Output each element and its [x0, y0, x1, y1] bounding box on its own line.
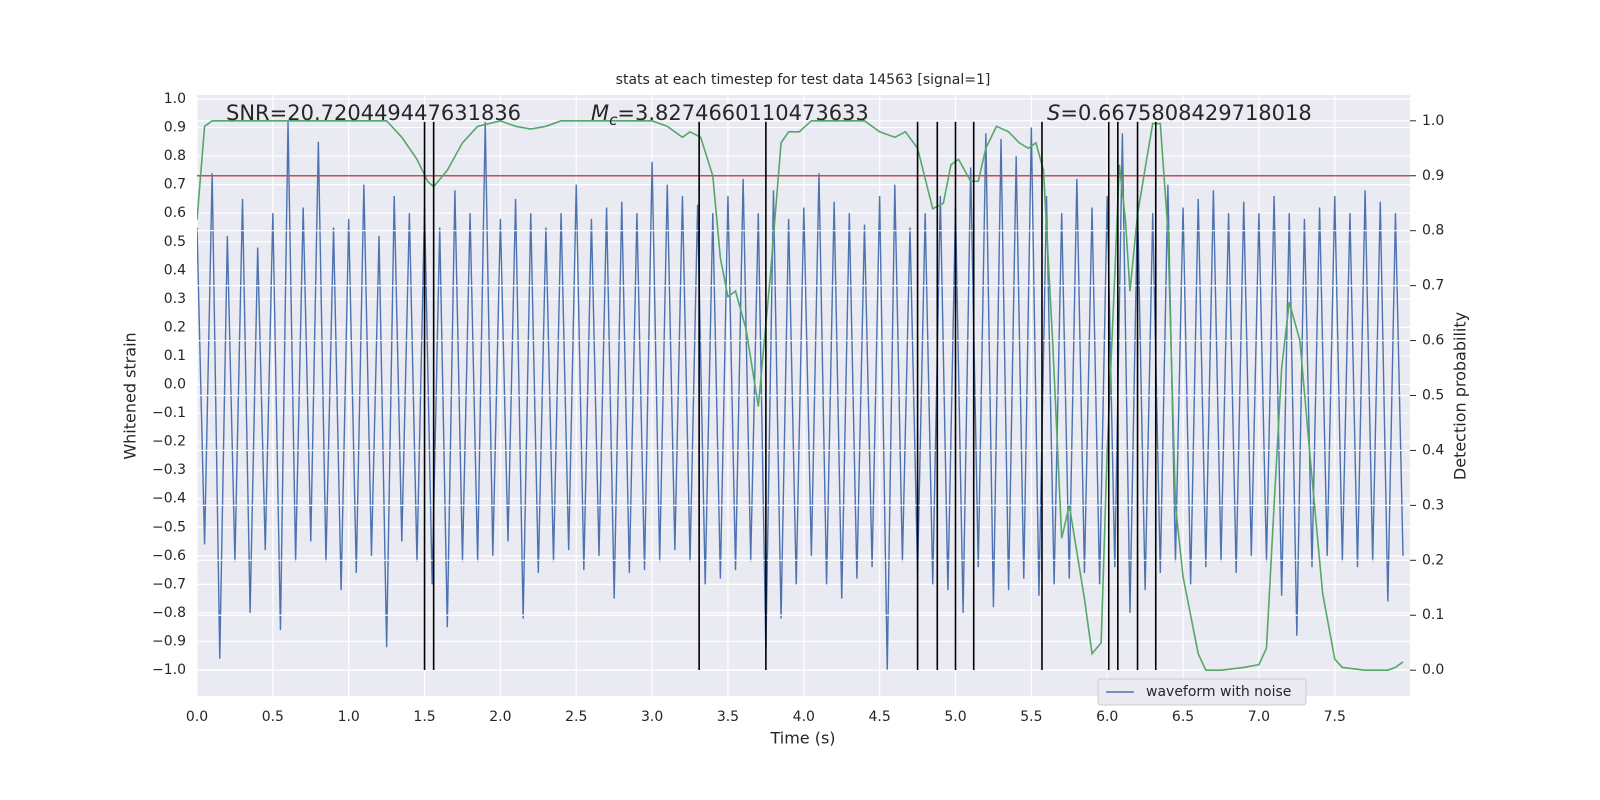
chart-title: stats at each timestep for test data 145…: [616, 72, 991, 88]
y-tick-label: 0.2: [164, 319, 186, 335]
x-tick-label: 7.0: [1248, 709, 1270, 725]
y-tick-label: 1.0: [164, 91, 186, 107]
y-axis-label: Whitened strain: [121, 332, 140, 459]
x-tick-label: 6.5: [1172, 709, 1194, 725]
x-tick-label: 0.0: [186, 709, 208, 725]
x-tick-label: 2.5: [565, 709, 587, 725]
y2-tick-label: 0.0: [1422, 662, 1444, 678]
y-tick-label: −1.0: [152, 662, 186, 678]
x-tick-label: 5.5: [1020, 709, 1042, 725]
y-tick-label: 0.7: [164, 177, 186, 193]
y2-tick-label: 0.6: [1422, 333, 1444, 349]
x-tick-label: 0.5: [262, 709, 284, 725]
y-tick-label: −0.6: [152, 548, 186, 564]
x-tick-label: 3.0: [641, 709, 663, 725]
y2-tick-label: 0.9: [1422, 168, 1444, 184]
x-tick-label: 6.0: [1096, 709, 1118, 725]
y-tick-label: 0.0: [164, 377, 186, 393]
x-tick-label: 4.0: [793, 709, 815, 725]
annotation-symbol: M: [591, 101, 609, 125]
x-axis-label: Time (s): [769, 729, 835, 748]
legend: waveform with noise: [1097, 678, 1307, 706]
y-tick-label: −0.9: [152, 633, 186, 649]
annotation-text: =0.6675808429718018: [1060, 101, 1311, 125]
y2-tick-label: 0.7: [1422, 278, 1444, 294]
y-tick-label: −0.7: [152, 576, 186, 592]
annotation: Mc=3.8274660110473633: [591, 101, 869, 129]
annotation: S=0.6675808429718018: [1047, 101, 1312, 125]
x-tick-label: 2.0: [489, 709, 511, 725]
x-tick-label: 4.5: [869, 709, 891, 725]
y2-tick-label: 0.4: [1422, 442, 1444, 458]
x-tick-label: 1.5: [413, 709, 435, 725]
y-tick-label: 0.3: [164, 291, 186, 307]
y-tick-label: −0.3: [152, 462, 186, 478]
y-tick-label: −0.2: [152, 434, 186, 450]
over-layer: 0.0 0.5 1.0 1.5 2.0 2.5 3.0 3.5 4.0 4.5 5.0 5.5 6.0 6…: [152, 91, 1444, 725]
x-tick-label: 7.5: [1324, 709, 1346, 725]
y2-tick-label: 0.1: [1422, 607, 1444, 623]
y2-axis-label: Detection probability: [1451, 312, 1470, 480]
legend-box: [1097, 678, 1307, 706]
x-tick-label: 3.5: [717, 709, 739, 725]
y-tick-label: 0.4: [164, 262, 186, 278]
y2-tick-label: 1.0: [1422, 113, 1444, 129]
plot-layer: [197, 119, 1410, 671]
y2-tick-label: 0.5: [1422, 388, 1444, 404]
y-tick-label: 0.9: [164, 120, 186, 136]
y-tick-label: 0.5: [164, 234, 186, 250]
annotation-subscript: c: [609, 111, 618, 129]
y-tick-label: 0.6: [164, 205, 186, 221]
y-tick-label: 0.8: [164, 148, 186, 164]
legend-label: waveform with noise: [1146, 684, 1291, 700]
x-tick-label: 5.0: [944, 709, 966, 725]
y-tick-label: −0.1: [152, 405, 186, 421]
annotation: SNR=20.720449447631836: [226, 101, 521, 125]
y-tick-label: −0.4: [152, 491, 186, 507]
y2-tick-label: 0.3: [1422, 497, 1444, 513]
annotation-text: SNR=20.720449447631836: [226, 101, 521, 125]
y-tick-label: −0.8: [152, 605, 186, 621]
x-tick-label: 1.0: [338, 709, 360, 725]
annotation-symbol: S: [1047, 101, 1060, 125]
y2-tick-label: 0.2: [1422, 552, 1444, 568]
annotation-text: =3.8274660110473633: [617, 101, 868, 125]
y-tick-label: −0.5: [152, 519, 186, 535]
y-tick-label: 0.1: [164, 348, 186, 364]
y2-tick-label: 0.8: [1422, 223, 1444, 239]
